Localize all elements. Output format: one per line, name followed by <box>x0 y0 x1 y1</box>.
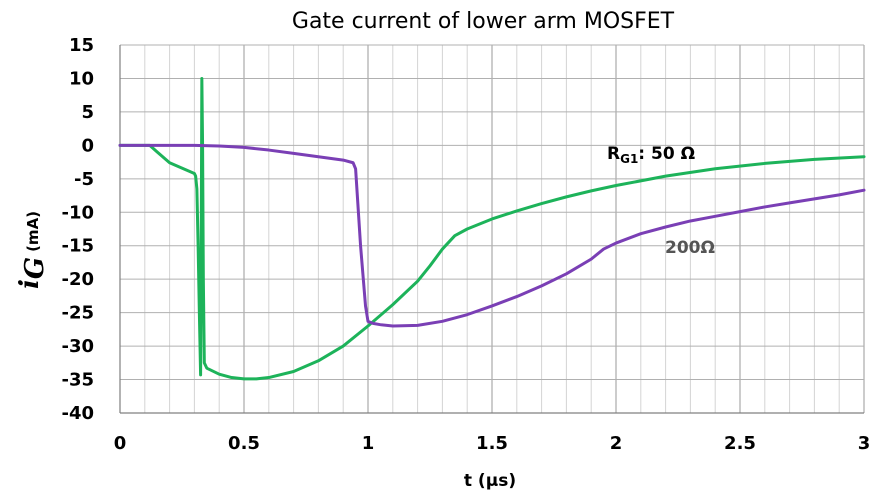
y-tick-label: -5 <box>74 169 94 190</box>
x-tick-label: 2.5 <box>724 433 756 454</box>
y-tick-label: 15 <box>69 35 94 56</box>
y-tick-labels: 15 10 5 0 -5 -10 -15 -20 -25 -30 -35 -40 <box>61 35 94 424</box>
chart-title: Gate current of lower arm MOSFET <box>292 9 675 34</box>
y-tick-label: -15 <box>61 236 94 257</box>
y-tick-label: -30 <box>61 336 94 357</box>
y-tick-label: -10 <box>61 202 94 223</box>
svg-text:iG(mA): iG (mA) <box>15 211 50 289</box>
y-tick-label: 10 <box>69 68 94 89</box>
x-tick-labels: 0 0.5 1 1.5 2 2.5 3 <box>114 433 871 454</box>
series-layer <box>118 76 866 381</box>
x-axis-label: t (µs) <box>464 471 516 491</box>
y-axis-label: iG (mA) <box>15 211 50 289</box>
series-line-0 <box>118 76 866 381</box>
y-tick-label: 0 <box>81 135 94 156</box>
y-tick-label: 5 <box>81 102 94 123</box>
y-tick-label: -20 <box>61 269 94 290</box>
y-tick-label: -40 <box>61 403 94 424</box>
x-tick-label: 0 <box>114 433 127 454</box>
x-tick-label: 1 <box>362 433 375 454</box>
series-line-1 <box>118 143 866 328</box>
annotation-rg1-50: RG1: 50 Ω <box>607 144 695 166</box>
x-tick-label: 0.5 <box>228 433 260 454</box>
grid-major <box>119 44 865 414</box>
x-tick-label: 2 <box>610 433 623 454</box>
annotation-200ohm: 200Ω <box>665 238 715 258</box>
y-tick-label: -25 <box>61 303 94 324</box>
x-tick-label: 3 <box>858 433 871 454</box>
y-tick-label: -35 <box>61 370 94 391</box>
y-axis-label-subscript: G <box>20 257 50 279</box>
y-axis-label-unit: (mA) <box>24 211 42 252</box>
y-axis-label-symbol: i <box>15 279 45 289</box>
x-tick-label: 1.5 <box>476 433 508 454</box>
